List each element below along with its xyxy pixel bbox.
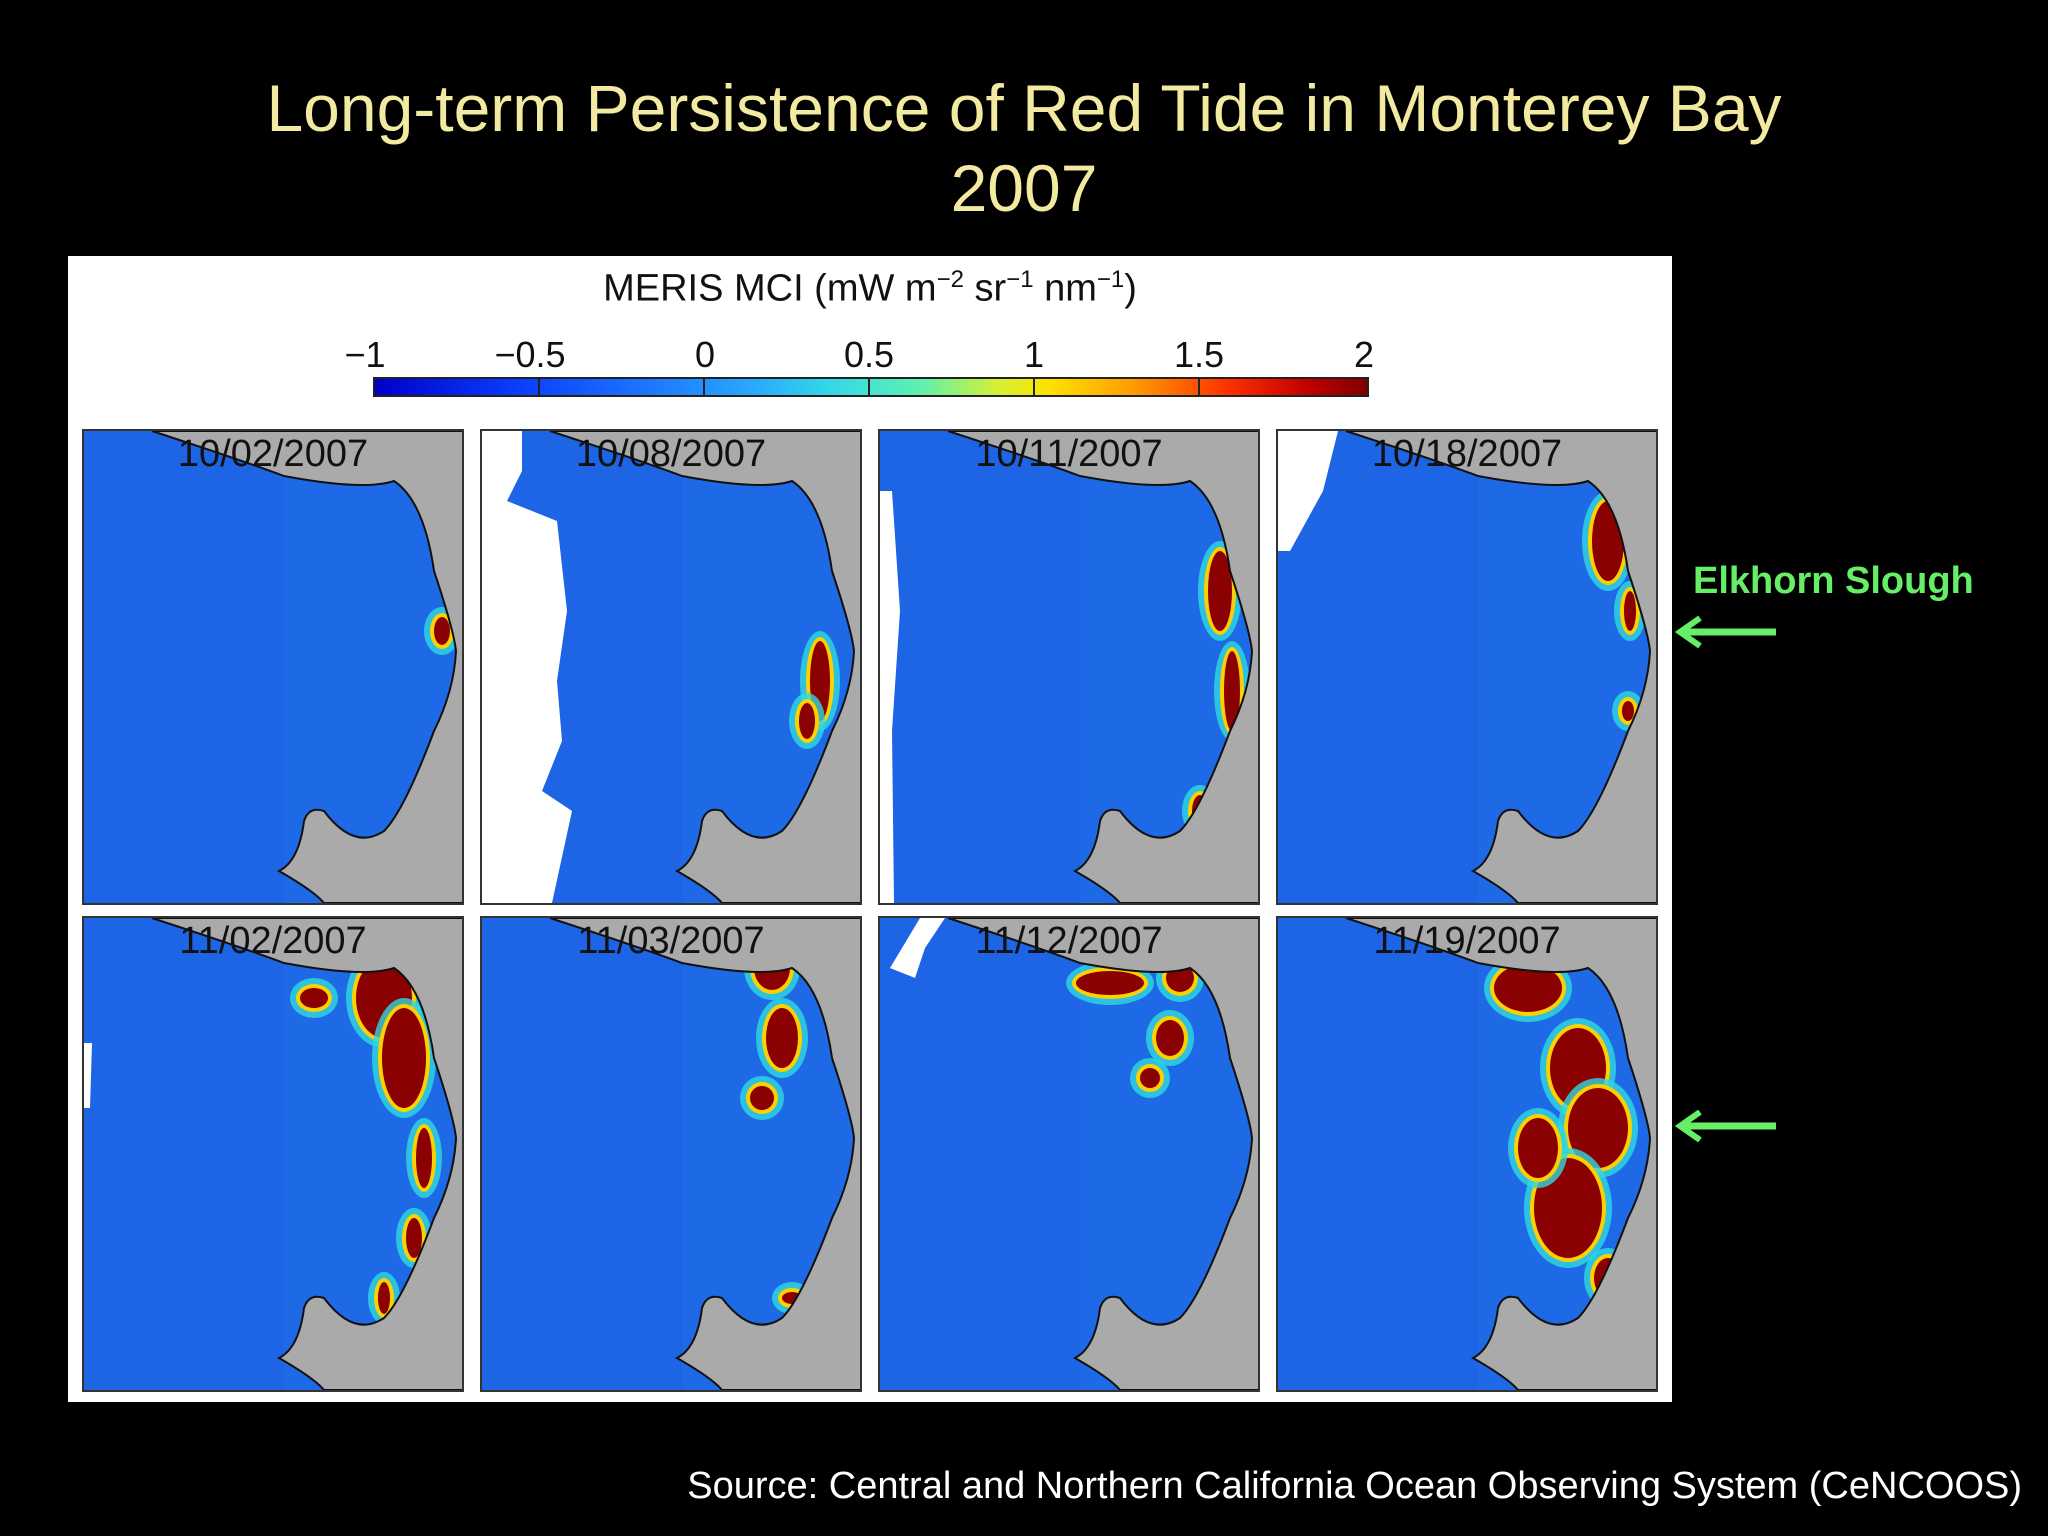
map-panel: 10/02/2007 xyxy=(82,429,464,905)
map-panel: 10/08/2007 xyxy=(480,429,862,905)
map-panel: 10/18/2007 xyxy=(1276,429,1658,905)
colorbar-tick: −1 xyxy=(344,334,386,375)
colorbar-tick: 0 xyxy=(694,334,716,375)
map-panel: 11/03/2007 xyxy=(480,916,862,1392)
panel-date: 11/12/2007 xyxy=(975,920,1163,962)
slide-title: Long-term Persistence of Red Tide in Mon… xyxy=(266,71,1782,145)
panel-date: 11/02/2007 xyxy=(179,920,367,962)
colorbar-tick: 0.5 xyxy=(843,334,895,375)
panel-date: 11/19/2007 xyxy=(1373,920,1561,962)
colorbar-tick: 2 xyxy=(1353,334,1375,375)
arrow-left-icon xyxy=(1674,1110,1776,1142)
map-panel: 11/12/2007 xyxy=(878,916,1260,1392)
colorbar-tick: 1.5 xyxy=(1173,334,1225,375)
panel-date: 10/02/2007 xyxy=(177,433,369,475)
colorbar xyxy=(373,377,1369,397)
colorbar-title: MERIS MCI (mW m−2 sr−1 nm−1) xyxy=(603,266,1137,310)
panel-date: 11/03/2007 xyxy=(577,920,765,962)
colorbar-tick: 1 xyxy=(1023,334,1045,375)
map-panel: 11/19/2007 xyxy=(1276,916,1658,1392)
map-panel: 11/02/2007 xyxy=(82,916,464,1392)
panel-date: 10/08/2007 xyxy=(575,433,767,475)
figure: MERIS MCI (mW m−2 sr−1 nm−1) −1 −0.5 0 0… xyxy=(68,256,1672,1402)
colorbar-tick: −0.5 xyxy=(494,334,566,375)
slide-title-year: 2007 xyxy=(950,151,1098,225)
arrow-left-icon xyxy=(1674,616,1776,648)
panel-date: 10/11/2007 xyxy=(975,433,1163,475)
elkhorn-slough-label: Elkhorn Slough xyxy=(1693,560,1974,602)
source-credit: Source: Central and Northern California … xyxy=(687,1465,2022,1507)
panel-date: 10/18/2007 xyxy=(1371,433,1563,475)
map-panel: 10/11/2007 xyxy=(878,429,1260,905)
